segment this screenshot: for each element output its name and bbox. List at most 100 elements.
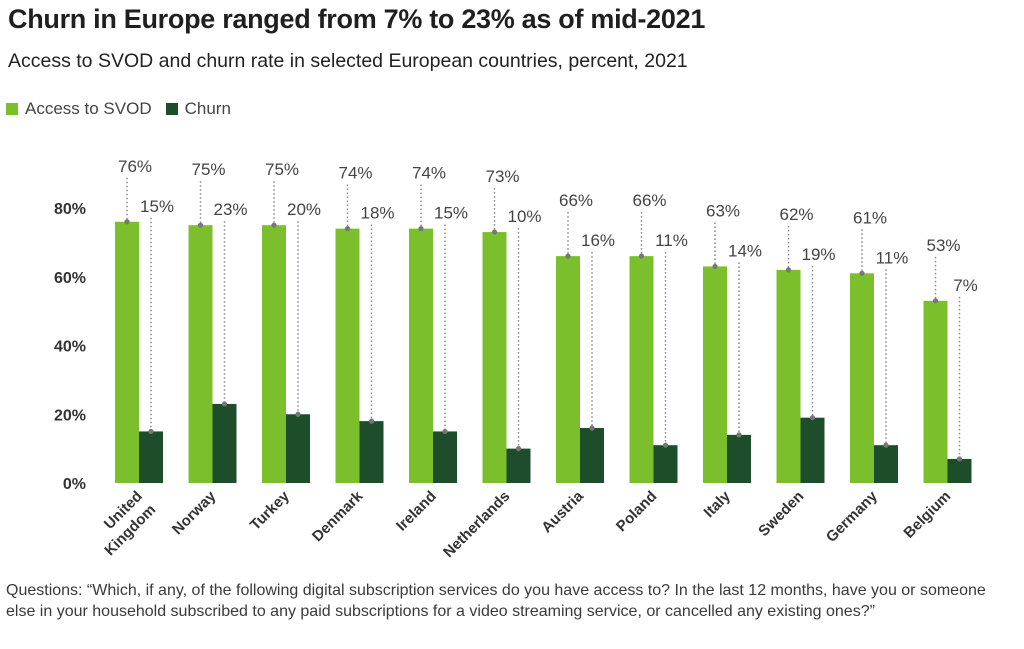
bar-svod (703, 266, 727, 483)
value-label-svod: 74% (338, 164, 372, 183)
value-label-svod: 75% (265, 160, 299, 179)
x-tick-label: Sweden (755, 488, 807, 540)
value-label-churn: 15% (434, 204, 468, 223)
bar-svod (409, 228, 433, 483)
value-label-churn: 23% (213, 200, 247, 219)
dot-svod (859, 270, 865, 276)
bar-svod (850, 273, 874, 483)
value-label-churn: 7% (953, 276, 978, 295)
dot-churn (736, 432, 742, 438)
y-tick-label: 20% (54, 407, 86, 424)
y-tick-label: 0% (63, 476, 86, 493)
dot-svod (565, 253, 571, 259)
legend-swatch-svod (6, 103, 18, 115)
x-tick-label: Norway (169, 487, 220, 538)
bar-svod (262, 225, 286, 483)
bar-churn (286, 414, 310, 483)
bar-churn (433, 431, 457, 483)
bar-churn (212, 403, 237, 483)
bar-svod (335, 228, 360, 483)
bar-chart: 0% 20% 40% 60% 80% 76% 15% UnitedKingdom 75% 23% N… (54, 157, 978, 561)
x-tick-label: UnitedKingdom (88, 488, 159, 559)
value-label-svod: 76% (118, 157, 152, 176)
value-label-svod: 53% (926, 236, 960, 255)
y-tick-label: 40% (54, 339, 86, 356)
bar-svod (776, 269, 801, 483)
dot-churn (295, 411, 301, 417)
bar-churn (506, 448, 531, 483)
x-tick-label: Germany (823, 487, 881, 545)
value-label-churn: 14% (728, 241, 762, 260)
dot-churn (148, 428, 154, 435)
dot-churn (515, 446, 522, 452)
dot-svod (932, 298, 939, 304)
dot-svod (344, 226, 351, 232)
dot-svod (197, 222, 204, 228)
dot-svod (491, 229, 498, 235)
value-label-svod: 62% (779, 205, 813, 224)
bar-churn (947, 458, 972, 483)
legend-item-churn: Churn (165, 99, 231, 119)
dot-svod (418, 226, 424, 232)
x-tick-label: Austria (538, 487, 587, 536)
legend-label-churn: Churn (184, 99, 231, 118)
value-label-churn: 10% (507, 207, 541, 226)
x-tick-label: Italy (701, 487, 735, 521)
value-label-svod: 74% (412, 164, 446, 183)
value-label-svod: 63% (706, 201, 740, 220)
x-tick-label: Belgium (900, 488, 954, 542)
footnote: Questions: “Which, if any, of the follow… (6, 582, 986, 620)
value-label-churn: 20% (287, 200, 321, 219)
bar-churn (653, 445, 678, 483)
legend-label-svod: Access to SVOD (25, 99, 152, 118)
y-tick-label: 60% (54, 270, 86, 287)
value-label-churn: 11% (655, 231, 688, 250)
dot-churn (662, 442, 669, 448)
x-tick-label: Turkey (247, 487, 293, 533)
value-label-churn: 19% (801, 245, 835, 264)
bar-churn (139, 431, 163, 483)
value-label-churn: 15% (140, 197, 174, 216)
bar-churn (580, 428, 604, 483)
value-label-churn: 11% (876, 248, 909, 267)
bar-svod (115, 221, 139, 483)
dot-svod (638, 253, 645, 259)
dot-svod (271, 222, 277, 228)
value-label-svod: 66% (559, 191, 593, 210)
bar-svod (923, 300, 948, 483)
bar-churn (874, 445, 898, 483)
dot-churn (589, 425, 595, 431)
bar-churn (727, 434, 751, 483)
x-tick-label: Netherlands (440, 488, 513, 561)
dot-svod (785, 267, 792, 273)
bar-svod (482, 232, 507, 483)
value-label-svod: 61% (853, 208, 887, 227)
dot-churn (883, 442, 889, 448)
x-tick-label: Denmark (309, 487, 367, 545)
bar-churn (359, 421, 384, 483)
legend-item-svod: Access to SVOD (6, 99, 152, 119)
y-tick-label: 80% (54, 201, 86, 218)
dot-churn (809, 415, 816, 421)
value-label-svod: 66% (632, 191, 666, 210)
x-tick-label: Poland (613, 488, 660, 535)
dot-churn (368, 418, 375, 424)
dot-svod (712, 263, 718, 270)
dot-churn (956, 456, 963, 462)
value-label-churn: 16% (581, 231, 615, 250)
bar-svod (629, 256, 654, 483)
chart-title: Churn in Europe ranged from 7% to 23% as… (8, 4, 706, 34)
dot-churn (221, 401, 228, 407)
x-tick-label: Ireland (393, 488, 440, 535)
legend-swatch-churn (165, 103, 178, 115)
dot-churn (442, 428, 448, 435)
legend: Access to SVOD Churn (6, 99, 245, 119)
value-label-svod: 75% (191, 160, 225, 179)
bar-svod (188, 225, 213, 483)
bar-churn (800, 417, 825, 483)
chart-subtitle: Access to SVOD and churn rate in selecte… (8, 50, 688, 72)
value-label-churn: 18% (360, 204, 394, 223)
dot-svod (124, 219, 130, 225)
value-label-svod: 73% (485, 167, 519, 186)
bar-svod (556, 256, 580, 483)
